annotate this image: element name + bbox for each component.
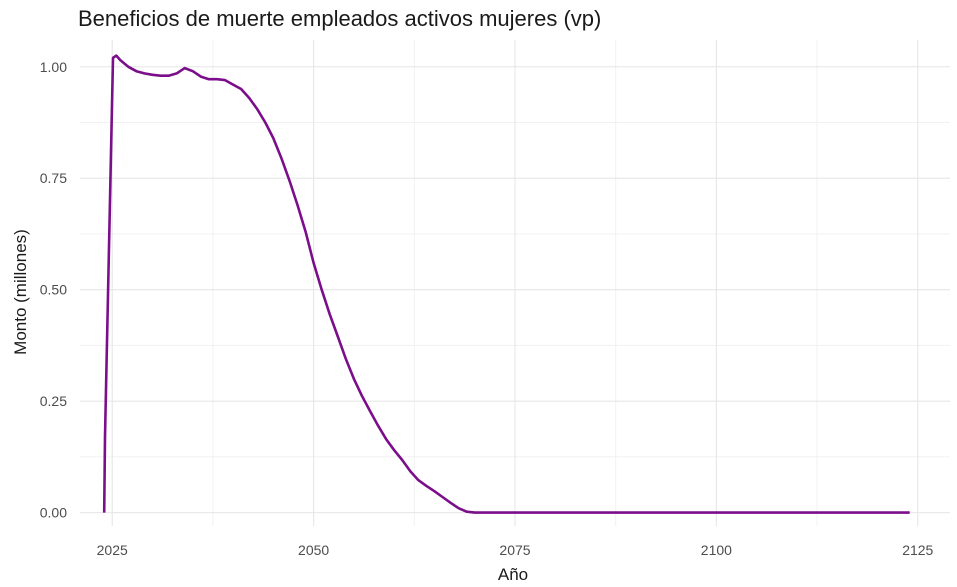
x-tick-label: 2075 <box>499 542 530 558</box>
y-tick-label: 0.00 <box>40 505 67 521</box>
x-tick-label: 2125 <box>902 542 933 558</box>
y-tick-label: 1.00 <box>40 59 67 75</box>
x-axis-title: Año <box>498 565 528 584</box>
x-tick-label: 2100 <box>701 542 732 558</box>
x-axis-tick-labels: 2025 2050 2075 2100 2125 <box>97 542 934 558</box>
y-axis-title: Monto (millones) <box>11 229 30 355</box>
series-line <box>102 54 910 514</box>
y-tick-label: 0.50 <box>40 282 67 298</box>
y-tick-label: 0.25 <box>40 393 67 409</box>
x-tick-label: 2025 <box>97 542 128 558</box>
major-gridlines <box>80 40 950 526</box>
y-axis-tick-labels: 0.00 0.25 0.50 0.75 1.00 <box>40 59 67 521</box>
y-tick-label: 0.75 <box>40 170 67 186</box>
x-tick-label: 2050 <box>298 542 329 558</box>
chart-title: Beneficios de muerte empleados activos m… <box>78 6 602 31</box>
